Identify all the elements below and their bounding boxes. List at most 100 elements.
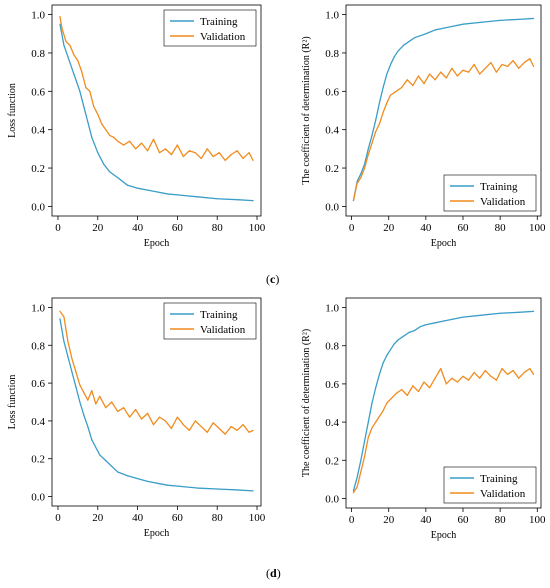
data-point <box>77 60 79 62</box>
data-point <box>402 44 405 46</box>
x-axis-label: Epoch <box>431 238 457 249</box>
data-point <box>386 102 388 104</box>
data-point <box>462 375 464 377</box>
data-point <box>356 476 358 479</box>
data-point <box>479 377 481 379</box>
data-point <box>434 322 436 324</box>
data-point <box>59 15 61 18</box>
data-point <box>473 371 475 374</box>
data-point <box>95 446 97 448</box>
data-point <box>499 19 501 21</box>
data-point <box>252 159 254 161</box>
data-point <box>479 73 481 75</box>
data-point <box>462 23 464 25</box>
data-point <box>129 416 131 418</box>
data-point <box>93 106 95 108</box>
data-point <box>440 71 442 73</box>
data-point <box>200 157 202 160</box>
data-point <box>393 343 395 345</box>
data-point <box>135 408 137 411</box>
x-tick-label: 0 <box>55 512 61 524</box>
data-point <box>456 75 459 77</box>
series-validation <box>59 310 254 435</box>
data-point <box>512 60 514 62</box>
data-point <box>166 193 169 195</box>
data-point <box>363 167 366 169</box>
data-point <box>363 440 366 442</box>
y-tick-label: 0.0 <box>31 201 45 213</box>
x-tick-label: 80 <box>495 514 507 526</box>
data-point <box>105 460 107 462</box>
x-tick-label: 40 <box>132 512 144 524</box>
data-point <box>176 194 178 196</box>
series-line-training <box>59 318 254 492</box>
data-point <box>188 429 190 431</box>
data-point <box>212 422 214 424</box>
data-point <box>414 329 416 332</box>
x-tick-label: 20 <box>383 222 395 234</box>
data-point <box>109 134 111 137</box>
data-point <box>389 348 392 351</box>
data-point <box>89 90 91 92</box>
data-point <box>196 487 198 489</box>
data-point <box>375 119 377 121</box>
data-point <box>224 433 226 435</box>
data-point <box>389 398 392 400</box>
data-point <box>59 318 61 320</box>
data-point <box>91 390 93 392</box>
data-point <box>123 407 125 409</box>
data-point <box>252 429 254 431</box>
data-point <box>367 421 369 423</box>
data-point <box>401 389 403 391</box>
data-point <box>65 40 67 43</box>
data-point <box>402 335 405 337</box>
y-tick-label: 0.8 <box>325 341 339 353</box>
y-tick-label: 0.4 <box>325 125 339 137</box>
data-point <box>393 56 395 58</box>
legend: Training Validation <box>163 302 257 340</box>
data-point <box>371 134 373 137</box>
data-point <box>453 25 455 27</box>
legend-label-validation: Validation <box>480 196 526 208</box>
data-point <box>462 316 464 318</box>
data-point <box>382 410 384 412</box>
data-point <box>158 416 161 418</box>
data-point <box>401 86 403 89</box>
data-point <box>443 320 446 322</box>
data-point <box>105 129 107 131</box>
data-point <box>252 200 254 202</box>
data-point <box>188 150 190 152</box>
x-tick-label: 80 <box>495 222 507 234</box>
data-point <box>140 418 143 420</box>
y-tick-label: 1.0 <box>325 10 339 22</box>
data-point <box>111 401 113 403</box>
data-point <box>352 492 355 494</box>
y-tick-label: 0.8 <box>325 48 339 60</box>
data-point <box>99 454 101 456</box>
legend-box <box>163 9 257 47</box>
plot-frame <box>345 297 542 509</box>
series-validation <box>352 58 535 202</box>
data-point <box>467 379 470 381</box>
y-tick-label: 0.8 <box>31 340 45 352</box>
data-point <box>408 40 410 43</box>
data-point <box>382 111 384 114</box>
data-point <box>532 310 535 312</box>
x-tick-label: 20 <box>92 222 104 234</box>
data-point <box>360 177 362 179</box>
data-point <box>462 69 464 71</box>
data-point <box>501 63 503 66</box>
plot-frame <box>51 297 262 507</box>
legend-box <box>443 174 537 212</box>
data-point <box>156 482 159 484</box>
data-point <box>425 33 427 35</box>
data-point <box>216 198 218 200</box>
data-point <box>453 318 455 320</box>
data-point <box>91 136 93 138</box>
data-point <box>523 371 525 374</box>
data-point <box>389 63 392 66</box>
data-point <box>73 54 75 56</box>
series-training <box>59 318 254 492</box>
x-axis-label: Epoch <box>144 528 170 539</box>
series-line-training <box>352 310 534 491</box>
